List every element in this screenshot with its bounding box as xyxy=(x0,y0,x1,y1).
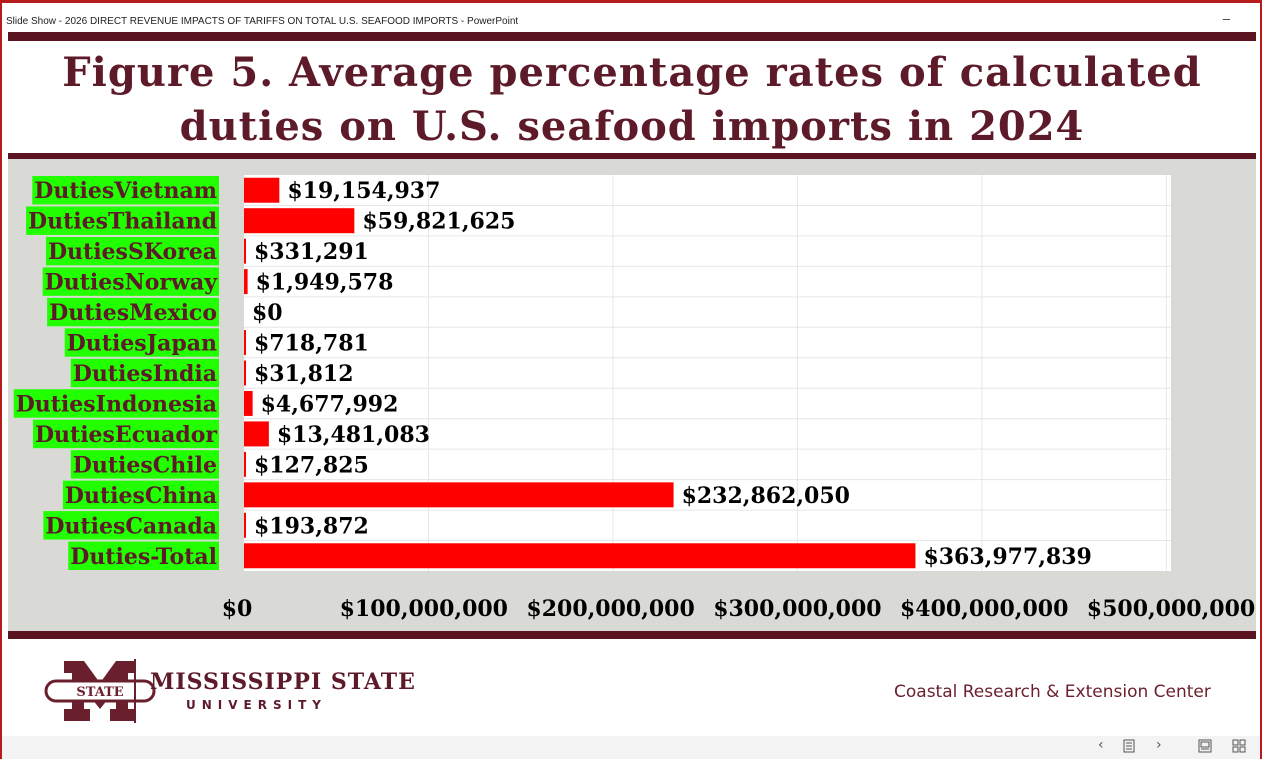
bar xyxy=(244,330,246,356)
bar xyxy=(244,451,246,477)
category-label: DutiesChina xyxy=(65,483,217,509)
bar xyxy=(244,512,246,538)
slideshow-navigation-bar: ‹ › xyxy=(0,736,1262,759)
slide-list-icon[interactable] xyxy=(1123,739,1135,757)
msu-logo-icon: STATE xyxy=(44,661,156,721)
middle-divider-band xyxy=(8,153,1256,159)
center-name: Coastal Research & Extension Center xyxy=(894,682,1211,702)
data-labels: $19,154,937 $59,821,625 $331,291 $1,949,578… xyxy=(252,178,1092,570)
category-label-highlight xyxy=(32,176,219,205)
category-label-highlight xyxy=(43,511,219,540)
data-label: $1,949,578 xyxy=(256,270,394,296)
x-tick-label: $0 xyxy=(222,596,253,622)
data-label: $718,781 xyxy=(254,331,369,357)
bar xyxy=(244,269,248,295)
data-label: $13,481,083 xyxy=(277,422,430,448)
seal-text: STATE xyxy=(76,685,123,700)
x-axis-tick-labels: $0 $100,000,000 $200,000,000 $300,000,000 $4… xyxy=(222,596,1256,622)
category-label: DutiesCanada xyxy=(45,513,217,539)
category-label-highlight xyxy=(68,541,219,570)
chevron-left-icon[interactable]: ‹ xyxy=(1098,737,1104,753)
x-tick-label: $400,000,000 xyxy=(900,596,1068,622)
window-left-border xyxy=(0,32,8,736)
category-label: Duties-Total xyxy=(70,544,217,570)
slide-title-line-1: Figure 5. Average percentage rates of ca… xyxy=(62,49,1202,96)
slide-title-line-2: duties on U.S. seafood imports in 2024 xyxy=(179,103,1085,150)
logo-divider xyxy=(134,659,136,723)
category-label: DutiesVietnam xyxy=(34,178,217,204)
category-label-highlight xyxy=(13,389,219,418)
x-tick-label: $100,000,000 xyxy=(340,596,508,622)
bar-chart: DutiesVietnam DutiesThailand DutiesSKorea D… xyxy=(13,175,1256,622)
data-label: $193,872 xyxy=(254,513,369,539)
data-label: $19,154,937 xyxy=(287,178,440,204)
data-label: $127,825 xyxy=(254,452,369,478)
window-title-bar: Slide Show - 2026 DIRECT REVENUE IMPACTS… xyxy=(0,0,1262,32)
bars xyxy=(244,177,916,569)
minimize-button[interactable]: – xyxy=(1222,11,1230,26)
slide[interactable]: Figure 5. Average percentage rates of ca… xyxy=(8,32,1256,736)
bar xyxy=(244,177,280,203)
top-divider-band xyxy=(8,32,1256,41)
normal-view-icon[interactable] xyxy=(1198,739,1212,757)
bar xyxy=(244,238,246,264)
x-tick-label: $200,000,000 xyxy=(526,596,694,622)
data-label: $31,812 xyxy=(254,361,354,387)
category-label-highlight xyxy=(26,206,219,235)
slide-footer: STATE MISSISSIPPI STATE UNIVERSITY Coast… xyxy=(8,639,1256,736)
category-labels: DutiesVietnam DutiesThailand DutiesSKorea D… xyxy=(13,176,219,570)
data-label: $331,291 xyxy=(254,239,369,265)
category-label-highlight xyxy=(70,450,219,479)
university-subtitle: UNIVERSITY xyxy=(186,698,327,712)
category-label: DutiesChile xyxy=(73,452,217,478)
data-label: $363,977,839 xyxy=(923,544,1091,570)
chart-area: DutiesVietnam DutiesThailand DutiesSKorea D… xyxy=(8,159,1256,631)
category-label-highlight xyxy=(42,267,219,296)
chevron-right-icon[interactable]: › xyxy=(1156,737,1162,753)
category-label: DutiesNorway xyxy=(45,270,219,296)
category-label-highlight xyxy=(47,297,219,327)
slide-sorter-icon[interactable] xyxy=(1232,739,1246,757)
bar xyxy=(244,482,674,508)
university-name: MISSISSIPPI STATE xyxy=(150,669,416,695)
data-label: $4,677,992 xyxy=(261,391,399,417)
category-label: DutiesThailand xyxy=(28,209,217,235)
bar xyxy=(244,543,916,569)
category-label: DutiesIndonesia xyxy=(16,391,217,417)
data-label: $232,862,050 xyxy=(682,483,850,509)
bottom-divider-band xyxy=(8,631,1256,639)
category-label: DutiesIndia xyxy=(73,361,217,387)
bar xyxy=(244,360,246,386)
window-title: Slide Show - 2026 DIRECT REVENUE IMPACTS… xyxy=(6,16,519,27)
window-right-border xyxy=(1256,32,1262,736)
bar xyxy=(244,421,269,447)
data-label: $0 xyxy=(252,300,283,326)
category-label: DutiesSKorea xyxy=(48,239,217,265)
bar xyxy=(244,390,253,416)
category-label: DutiesMexico xyxy=(49,300,217,326)
x-tick-label: $500,000,000 xyxy=(1087,596,1255,622)
category-label-highlight xyxy=(64,328,219,357)
category-label: DutiesJapan xyxy=(67,331,217,357)
category-label-highlight xyxy=(70,358,219,388)
x-tick-label: $300,000,000 xyxy=(713,596,881,622)
category-label: DutiesEcuador xyxy=(35,422,217,448)
category-label-highlight xyxy=(32,419,219,449)
data-label: $59,821,625 xyxy=(362,209,515,235)
slide-title-area: Figure 5. Average percentage rates of ca… xyxy=(8,41,1256,156)
category-label-highlight xyxy=(62,480,219,510)
bar xyxy=(244,208,355,234)
category-label-highlight xyxy=(45,236,219,266)
